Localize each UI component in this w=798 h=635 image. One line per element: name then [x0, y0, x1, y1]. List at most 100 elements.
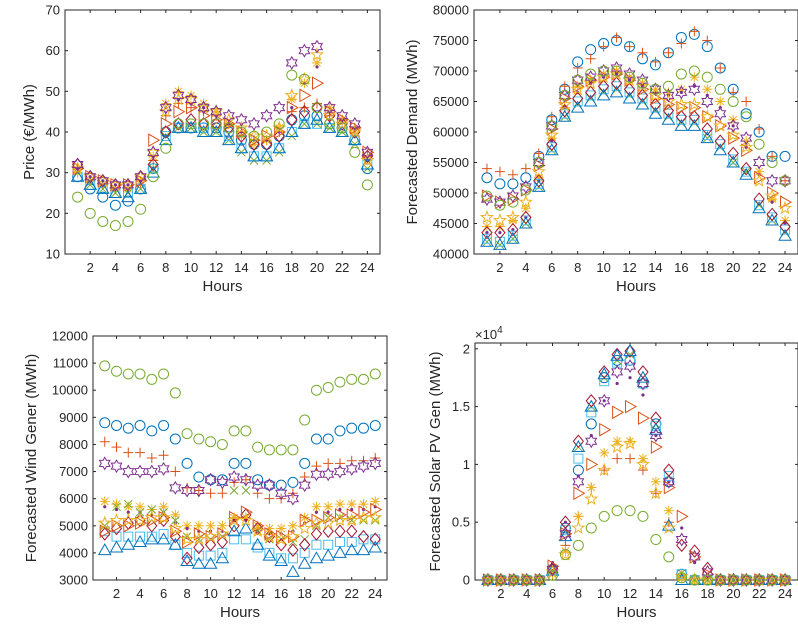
data-point	[198, 122, 209, 133]
data-point	[179, 531, 195, 546]
data-point	[560, 526, 573, 541]
data-point	[485, 231, 489, 235]
data-point	[221, 133, 236, 146]
data-point	[170, 516, 180, 525]
plot-frame	[473, 9, 798, 255]
series-10	[479, 66, 793, 227]
data-point	[714, 573, 727, 587]
data-point	[314, 510, 319, 514]
data-point	[198, 98, 209, 109]
data-point	[275, 486, 288, 501]
data-point	[572, 91, 584, 106]
x-tick-label: 18	[285, 260, 299, 275]
y-tick-label: 10	[46, 247, 60, 262]
series-6	[99, 526, 381, 564]
data-point	[572, 539, 584, 551]
data-point	[637, 378, 648, 389]
data-point	[99, 360, 111, 372]
data-point	[217, 488, 228, 499]
data-point	[585, 434, 598, 449]
data-point	[624, 71, 636, 83]
data-point	[97, 543, 112, 556]
data-point	[111, 531, 122, 542]
data-point	[193, 550, 204, 561]
data-point	[186, 123, 196, 133]
data-point	[585, 90, 596, 101]
data-point	[88, 175, 92, 179]
data-point	[676, 538, 688, 553]
data-point	[250, 537, 265, 550]
data-point	[636, 77, 648, 89]
data-point	[637, 93, 648, 104]
data-point	[727, 146, 739, 161]
data-point	[349, 146, 361, 158]
data-point	[99, 524, 112, 539]
data-point	[702, 35, 713, 46]
data-point	[287, 476, 299, 488]
data-point	[169, 480, 182, 495]
data-point	[315, 65, 319, 69]
data-point	[203, 556, 218, 569]
data-point	[649, 83, 661, 95]
data-point	[547, 569, 559, 581]
data-point	[286, 69, 298, 81]
data-point	[740, 574, 752, 586]
data-point	[611, 32, 622, 43]
data-point	[481, 233, 492, 244]
data-point	[299, 457, 311, 469]
data-point	[311, 461, 322, 472]
data-point	[783, 221, 787, 226]
data-point	[585, 44, 597, 56]
y-tick-label: 60	[46, 43, 60, 58]
data-point	[99, 417, 111, 429]
data-point	[661, 94, 676, 108]
data-point	[650, 440, 663, 454]
series-2	[482, 453, 791, 585]
data-point	[249, 133, 262, 147]
data-point	[662, 103, 675, 118]
data-point	[507, 222, 519, 237]
data-point	[273, 100, 286, 115]
data-point	[252, 474, 264, 486]
data-point	[238, 512, 253, 527]
data-point	[583, 75, 598, 90]
data-point	[235, 126, 247, 138]
data-point	[625, 453, 636, 464]
data-point	[610, 76, 623, 90]
data-point	[728, 131, 741, 145]
data-point	[216, 438, 228, 450]
data-point	[227, 512, 242, 527]
x-tick-label: 2	[496, 260, 503, 275]
data-point	[108, 185, 123, 198]
data-point	[649, 97, 662, 112]
data-point	[674, 118, 689, 131]
data-point	[146, 453, 157, 463]
x-tick-label: 12	[209, 260, 223, 275]
data-point	[158, 133, 173, 146]
data-point	[335, 124, 350, 137]
data-point	[648, 87, 663, 102]
data-point	[715, 139, 726, 150]
data-point	[637, 510, 649, 522]
data-point	[498, 231, 502, 235]
data-point	[663, 87, 674, 98]
data-point	[766, 573, 779, 587]
data-point	[284, 87, 299, 102]
data-point	[111, 442, 122, 453]
data-point	[623, 82, 636, 97]
data-point	[531, 179, 546, 192]
data-point	[169, 433, 181, 445]
data-point	[322, 467, 335, 482]
y-tick-label: 30	[46, 165, 60, 180]
data-point	[193, 540, 205, 555]
data-point	[688, 65, 700, 77]
data-point	[754, 170, 767, 185]
data-point	[263, 478, 276, 493]
data-point	[583, 94, 598, 107]
data-point	[191, 531, 206, 546]
data-point	[649, 428, 662, 443]
data-point	[286, 94, 297, 105]
x-tick-label: 24	[778, 260, 792, 275]
data-point	[193, 471, 205, 483]
data-point	[610, 439, 625, 454]
